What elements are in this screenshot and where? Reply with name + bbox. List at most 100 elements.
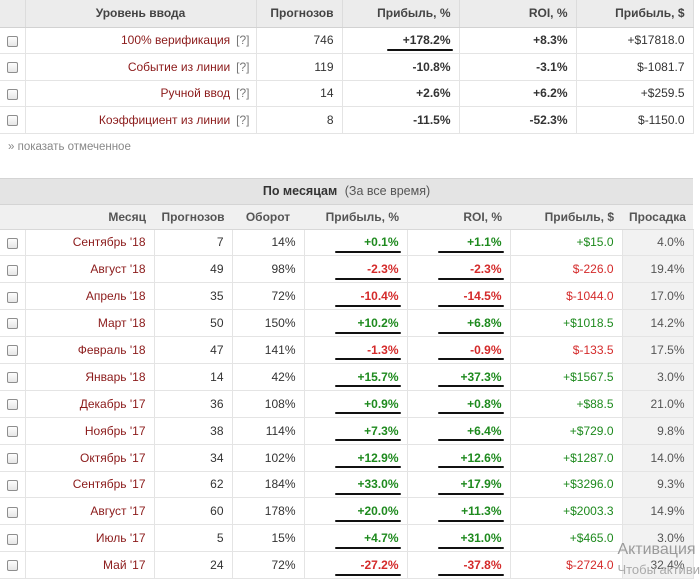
input-level-row: Коэффициент из линии [?] 8 -11.5% -52.3% $-11…: [0, 106, 694, 134]
forecasts-cell: 119: [256, 53, 343, 81]
turnover-cell: 14%: [232, 229, 305, 257]
row-checkbox[interactable]: [6, 479, 18, 491]
handwritten-underline: [335, 573, 401, 576]
row-select-cell: [0, 363, 26, 391]
profit-pct-cell: -11.5%: [342, 106, 460, 134]
handwritten-underline: [438, 277, 504, 280]
drawdown-cell: 32.4%: [622, 551, 694, 580]
row-checkbox[interactable]: [6, 35, 18, 47]
row-checkbox[interactable]: [6, 533, 18, 545]
row-checkbox[interactable]: [6, 291, 18, 303]
roi-column-header[interactable]: ROI, %: [407, 205, 510, 230]
row-select-cell: [0, 524, 26, 553]
profit-usd-cell: $-133.5: [510, 336, 623, 364]
profit-usd-cell: +$1287.0: [510, 444, 623, 472]
row-checkbox[interactable]: [6, 452, 18, 464]
input-level-row: Ручной ввод [?] 14 +2.6% +6.2% +$259.5: [0, 80, 694, 107]
turnover-cell: 114%: [232, 417, 305, 445]
row-checkbox[interactable]: [6, 62, 18, 74]
profit-usd-column-header[interactable]: Прибыль, $: [576, 0, 694, 28]
drawdown-column-header[interactable]: Просадка: [622, 205, 693, 230]
month-name-cell: Февраль '18: [25, 336, 155, 364]
forecasts-column-header[interactable]: Прогнозов: [256, 0, 343, 28]
row-select-cell: [0, 255, 26, 284]
row-checkbox[interactable]: [6, 372, 18, 384]
profit-usd-column-header[interactable]: Прибыль, $: [510, 205, 622, 230]
level-name: Событие из линии: [127, 59, 231, 74]
handwritten-underline: [438, 546, 504, 549]
profit-usd-cell: +$1018.5: [510, 309, 623, 338]
forecasts-cell: 50: [154, 309, 233, 338]
drawdown-cell: 9.8%: [622, 417, 694, 445]
profit-usd-cell: $-2724.0: [510, 551, 623, 580]
show-selected-link[interactable]: » показать отмеченное: [8, 141, 131, 153]
turnover-cell: 184%: [232, 471, 305, 499]
handwritten-underline: [335, 331, 401, 334]
row-checkbox[interactable]: [6, 237, 18, 249]
help-link[interactable]: [?]: [236, 59, 250, 74]
help-link[interactable]: [?]: [236, 112, 250, 127]
level-column-header[interactable]: Уровень ввода: [25, 0, 257, 28]
row-checkbox[interactable]: [6, 399, 18, 411]
turnover-cell: 72%: [232, 551, 305, 580]
turnover-column-header[interactable]: Оборот: [232, 205, 304, 230]
month-name-cell: Сентябрь '18: [25, 229, 155, 257]
checkbox-column-header: [0, 0, 26, 28]
row-checkbox[interactable]: [6, 115, 18, 127]
monthly-subtitle: (За все время): [344, 184, 431, 198]
month-name-cell: Май '17: [25, 551, 155, 580]
profit-usd-cell: $-1081.7: [576, 53, 694, 81]
profit-usd-cell: +$3296.0: [510, 471, 623, 499]
row-checkbox[interactable]: [6, 345, 18, 357]
drawdown-cell: 19.4%: [622, 255, 694, 284]
turnover-cell: 42%: [232, 363, 305, 391]
forecasts-column-header[interactable]: Прогнозов: [154, 205, 232, 230]
handwritten-underline: [335, 250, 401, 253]
forecasts-cell: 38: [154, 417, 233, 445]
forecasts-cell: 47: [154, 336, 233, 364]
forecasts-cell: 14: [154, 363, 233, 391]
profit-pct-column-header[interactable]: Прибыль, %: [342, 0, 460, 28]
profit-pct-cell: +2.6%: [342, 80, 460, 107]
row-checkbox[interactable]: [6, 88, 18, 100]
help-link[interactable]: [?]: [236, 33, 250, 48]
forecasts-cell: 14: [256, 80, 343, 107]
row-checkbox[interactable]: [6, 318, 18, 330]
row-checkbox[interactable]: [6, 426, 18, 437]
monthly-section-header: По месяцам (За все время): [0, 178, 693, 205]
forecasts-cell: 60: [154, 497, 233, 526]
profit-usd-cell: +$729.0: [510, 417, 623, 445]
row-select-cell: [0, 282, 26, 311]
forecasts-cell: 34: [154, 444, 233, 472]
month-name-cell: Апрель '18: [25, 282, 155, 311]
month-name-cell: Ноябрь '17: [25, 417, 155, 445]
level-name-cell: 100% верификация [?]: [25, 27, 257, 54]
forecasts-cell: 36: [154, 390, 233, 418]
handwritten-underline: [438, 412, 504, 415]
level-name: Коэффициент из линии: [98, 112, 231, 127]
handwritten-underline: [438, 492, 504, 495]
turnover-cell: 102%: [232, 444, 305, 472]
month-name-cell: Август '17: [25, 497, 155, 526]
roi-column-header[interactable]: ROI, %: [459, 0, 577, 28]
monthly-title: По месяцам: [262, 184, 338, 198]
month-row: Март '18 50 150% +10.2% +6.8% +$1018.5 14.2%: [0, 309, 694, 338]
drawdown-cell: 4.0%: [622, 229, 694, 257]
row-checkbox[interactable]: [6, 264, 18, 276]
drawdown-cell: 17.5%: [622, 336, 694, 364]
month-column-header[interactable]: Месяц: [25, 205, 154, 230]
handwritten-underline: [438, 358, 504, 361]
drawdown-cell: 3.0%: [622, 524, 694, 553]
row-checkbox[interactable]: [6, 506, 18, 518]
row-checkbox[interactable]: [6, 560, 18, 572]
roi-cell: -52.3%: [459, 106, 577, 134]
profit-usd-cell: +$17818.0: [576, 27, 694, 54]
month-name-cell: Август '18: [25, 255, 155, 284]
month-row: Октябрь '17 34 102% +12.9% +12.6% +$1287.0 14.…: [0, 444, 694, 472]
help-link[interactable]: [?]: [236, 86, 250, 101]
profit-pct-column-header[interactable]: Прибыль, %: [304, 205, 407, 230]
input-level-row: 100% верификация [?] 746 +178.2% +8.3% +$1781…: [0, 27, 694, 54]
handwritten-underline: [438, 439, 504, 442]
profit-usd-cell: $-1044.0: [510, 282, 623, 311]
checkbox-column-header: [0, 205, 25, 230]
